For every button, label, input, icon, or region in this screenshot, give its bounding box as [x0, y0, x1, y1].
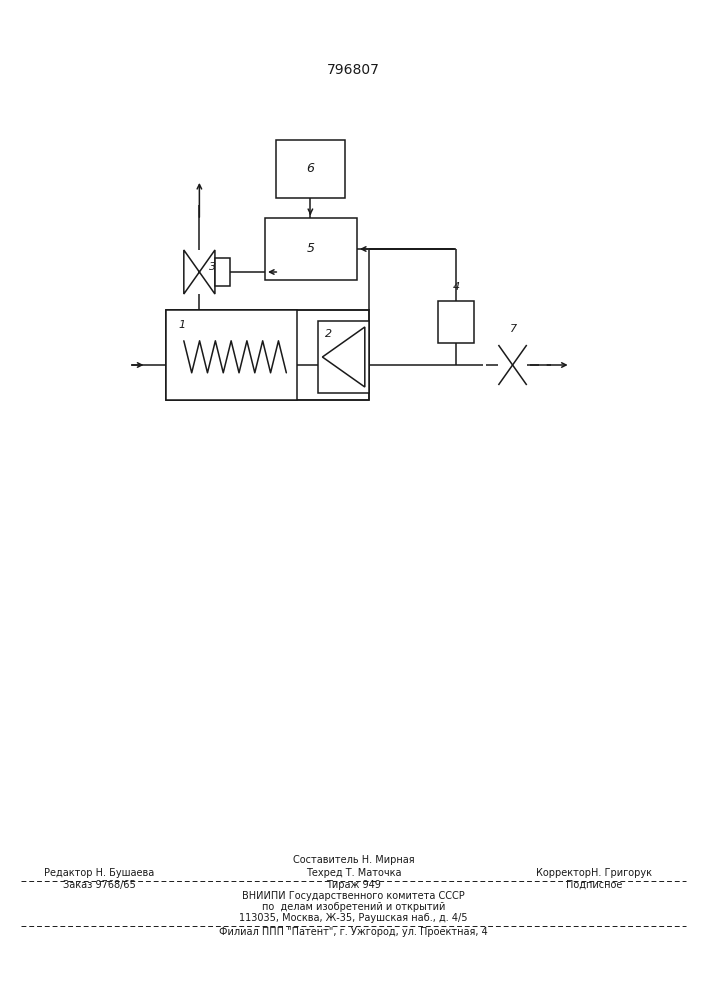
- Text: 2: 2: [325, 329, 332, 339]
- Text: Подписное: Подписное: [566, 880, 622, 890]
- Polygon shape: [184, 250, 215, 294]
- Text: Составитель Н. Мирная: Составитель Н. Мирная: [293, 855, 414, 865]
- Text: КорректорН. Григорук: КорректорН. Григорук: [536, 868, 652, 878]
- Bar: [276, 140, 345, 198]
- Bar: [265, 218, 357, 280]
- Bar: [215, 258, 230, 286]
- Text: 4: 4: [452, 282, 460, 292]
- Text: 796807: 796807: [327, 63, 380, 77]
- Text: 3: 3: [209, 262, 216, 272]
- Text: Редактор Н. Бушаева: Редактор Н. Бушаева: [44, 868, 154, 878]
- Bar: [166, 310, 297, 400]
- Text: 113035, Москва, Ж-35, Раушская наб., д. 4/5: 113035, Москва, Ж-35, Раушская наб., д. …: [239, 913, 468, 923]
- Text: 7: 7: [510, 324, 518, 334]
- Text: 5: 5: [307, 242, 315, 255]
- Text: 6: 6: [306, 162, 315, 175]
- Bar: [166, 310, 369, 400]
- Text: Филиал ППП "Патент", г. Ужгород, ул. Проектная, 4: Филиал ППП "Патент", г. Ужгород, ул. Про…: [219, 927, 488, 937]
- Text: Заказ 9768/65: Заказ 9768/65: [63, 880, 135, 890]
- Bar: [318, 321, 369, 393]
- Text: Тираж 949: Тираж 949: [326, 880, 381, 890]
- Text: по  делам изобретений и открытий: по делам изобретений и открытий: [262, 902, 445, 912]
- Text: ВНИИПИ Государственного комитета СССР: ВНИИПИ Государственного комитета СССР: [242, 891, 465, 901]
- Text: 1: 1: [178, 320, 185, 330]
- Bar: [166, 310, 369, 400]
- Bar: [438, 301, 474, 343]
- Text: Техред Т. Маточка: Техред Т. Маточка: [305, 868, 402, 878]
